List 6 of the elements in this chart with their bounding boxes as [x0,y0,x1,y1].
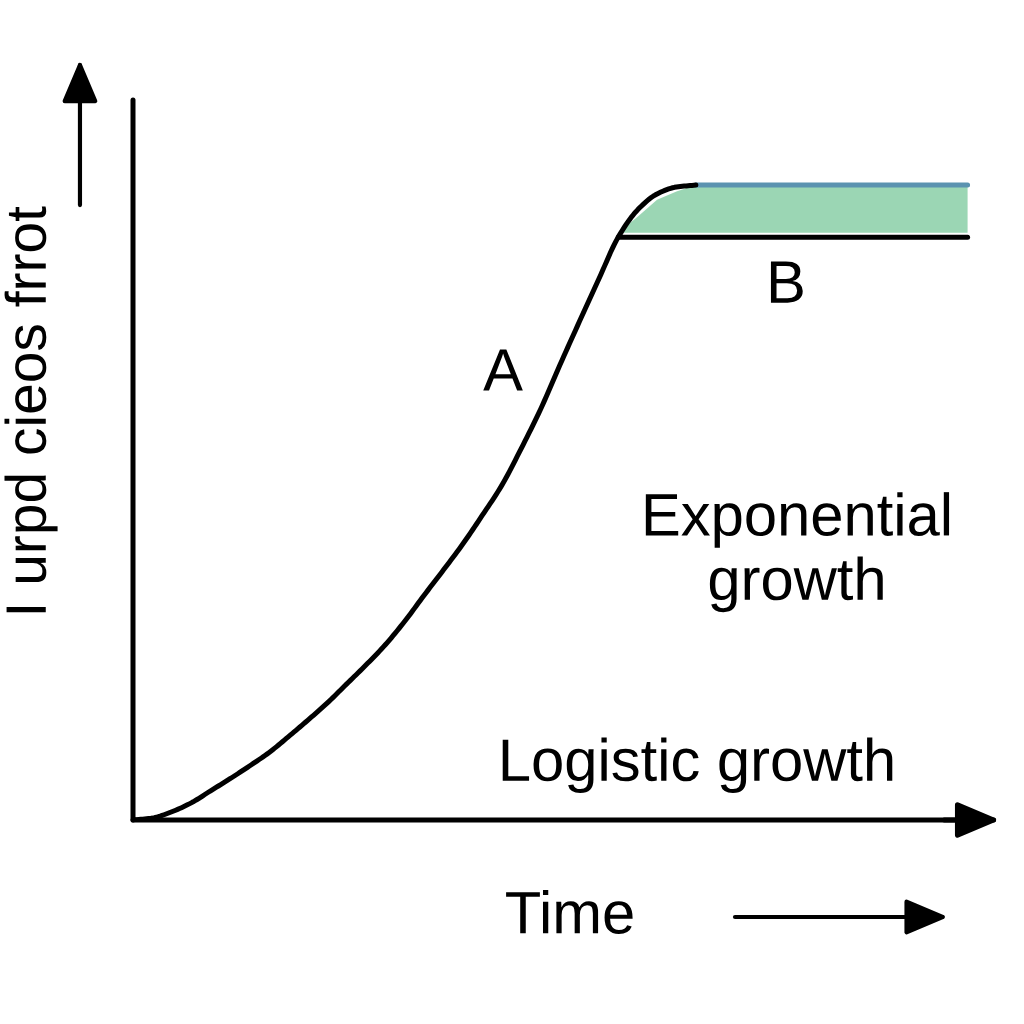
y-axis-title: I urpd cieos frrot [4,206,58,613]
annotation: A [483,349,523,391]
annotation: B [770,261,803,303]
x-axis-title: Time [506,890,633,934]
annotation: Logistic growth [502,737,893,794]
annotation: Exponential growth [645,492,950,613]
